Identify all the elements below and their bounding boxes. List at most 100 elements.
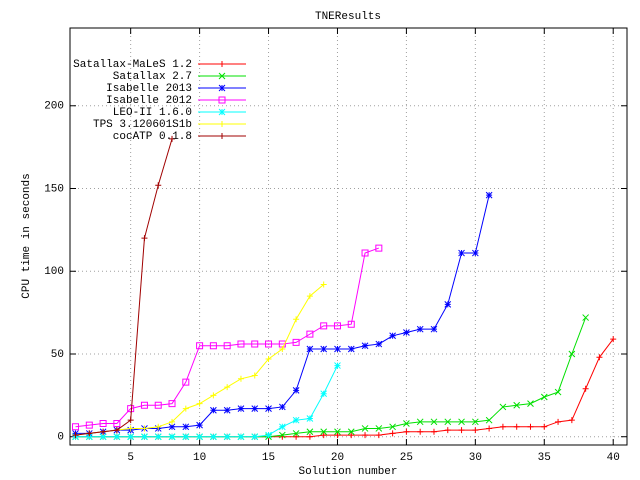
x-axis-label: Solution number [298,466,397,478]
data-point [196,342,204,350]
data-point [568,417,575,424]
data-point [375,340,383,348]
data-point [85,433,93,441]
legend-label: TPS 3.120601S1b [93,119,192,131]
data-point [541,423,548,430]
data-point [182,405,189,412]
data-point [279,346,286,353]
data-point [265,340,273,348]
data-point [237,405,245,412]
data-point [472,427,479,434]
legend-marker [219,133,225,139]
data-point [292,416,300,424]
data-point [458,427,465,434]
data-point [403,329,410,336]
data-point [306,293,313,300]
data-point [320,322,328,330]
data-point [333,322,341,330]
y-tick-label: 150 [44,183,64,195]
legend-label: Isabelle 2012 [106,95,192,107]
data-point [486,425,493,432]
data-point [485,191,493,199]
data-point [100,428,107,435]
y-tick-label: 50 [51,349,64,361]
data-point [430,325,438,333]
data-point [513,401,521,409]
data-point [320,345,328,353]
legend-marker [218,84,226,92]
data-point [596,354,603,361]
data-point [278,340,286,348]
data-point [458,249,465,257]
data-point [293,316,300,323]
series-line [75,195,490,434]
data-point [210,392,217,399]
data-point [86,430,93,437]
data-point [568,350,576,358]
data-point [140,401,148,409]
data-point [141,433,148,441]
data-point [113,433,121,441]
series-line [75,138,173,436]
data-point [389,423,396,431]
data-point [320,281,327,288]
data-point [72,423,80,431]
data-point [485,416,493,424]
data-point [389,332,396,340]
data-point [72,432,79,439]
data-point [223,433,231,441]
data-point [375,244,383,252]
data-point [375,432,382,439]
legend-marker [218,72,226,80]
data-point [513,423,520,430]
data-point [251,405,259,412]
legend-label: Isabelle 2013 [106,83,192,95]
data-point [155,182,162,189]
data-point [361,425,369,432]
y-tick-label: 200 [44,101,64,113]
data-point [554,388,562,396]
data-point [306,330,314,338]
data-point [540,393,548,401]
data-point [278,403,286,411]
data-point [127,425,134,432]
data-point [169,418,176,425]
data-point [348,432,355,439]
data-point [582,314,589,321]
data-point [306,415,314,422]
data-point [99,433,107,441]
data-point [527,423,534,430]
series-line [75,338,614,438]
data-point [375,425,383,432]
data-point [347,345,355,353]
data-point [209,342,217,350]
chart-title: TNEResults [315,11,381,23]
data-point [292,430,300,437]
data-point [85,421,93,429]
data-point [127,433,135,441]
data-point [334,432,341,439]
data-point [416,418,424,426]
data-point [334,362,341,369]
legend-label: Satallax 2.7 [113,71,192,83]
data-point [555,418,562,425]
x-tick-label: 25 [400,452,413,464]
x-tick-label: 30 [469,452,482,464]
data-point [196,400,203,407]
y-axis-label: CPU time in seconds [21,173,33,298]
data-point [527,400,534,407]
data-point [154,433,162,441]
legend-label: cocATP 0.1.8 [113,131,192,143]
data-point [444,427,451,434]
data-point [210,406,217,414]
data-point [347,320,355,328]
x-tick-label: 5 [127,452,134,464]
data-point [320,428,328,436]
data-point [430,428,437,435]
x-tick-label: 40 [607,452,620,464]
legend-marker [218,96,226,104]
data-point [292,338,300,346]
data-point [416,325,424,333]
data-point [347,428,355,436]
